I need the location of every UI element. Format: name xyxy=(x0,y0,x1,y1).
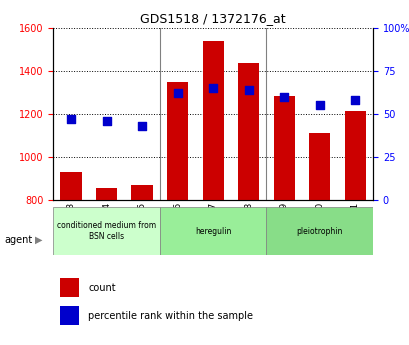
Bar xyxy=(60,172,81,200)
Text: conditioned medium from
BSN cells: conditioned medium from BSN cells xyxy=(57,221,156,241)
Point xyxy=(245,87,252,92)
Point xyxy=(351,97,358,103)
Bar xyxy=(308,133,330,200)
Bar xyxy=(131,186,153,200)
Bar xyxy=(344,111,365,200)
Bar xyxy=(273,96,294,200)
Point xyxy=(174,90,180,96)
Point xyxy=(103,118,110,124)
FancyBboxPatch shape xyxy=(60,306,79,325)
FancyBboxPatch shape xyxy=(160,207,266,255)
Bar xyxy=(238,63,259,200)
Text: count: count xyxy=(88,283,116,293)
Bar xyxy=(96,188,117,200)
Point xyxy=(67,116,74,122)
Text: ▶: ▶ xyxy=(35,235,42,245)
Title: GDS1518 / 1372176_at: GDS1518 / 1372176_at xyxy=(140,12,285,25)
Text: agent: agent xyxy=(4,235,32,245)
Bar xyxy=(166,81,188,200)
Text: percentile rank within the sample: percentile rank within the sample xyxy=(88,311,253,321)
Point xyxy=(280,94,287,99)
Point xyxy=(139,123,145,129)
Bar xyxy=(202,41,223,200)
FancyBboxPatch shape xyxy=(53,207,160,255)
FancyBboxPatch shape xyxy=(266,207,372,255)
Point xyxy=(316,102,322,108)
FancyBboxPatch shape xyxy=(60,278,79,297)
Text: pleiotrophin: pleiotrophin xyxy=(296,227,342,236)
Text: heregulin: heregulin xyxy=(195,227,231,236)
Point xyxy=(209,85,216,91)
